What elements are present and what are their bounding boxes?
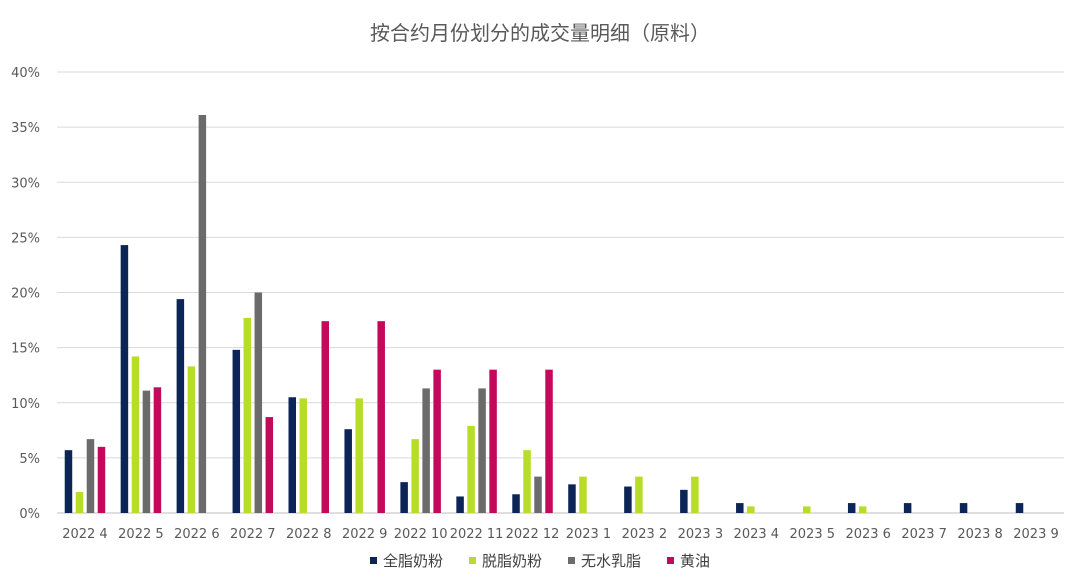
- bar: [411, 439, 419, 513]
- x-tick-label: 2023 9: [1013, 527, 1059, 542]
- bar: [86, 439, 95, 513]
- legend-label: 全脂奶粉: [383, 552, 443, 570]
- legend: 全脂奶粉 脱脂奶粉 无水乳脂 黄油: [370, 552, 710, 570]
- bar: [803, 506, 811, 513]
- bar: [75, 492, 84, 513]
- bar: [198, 114, 207, 513]
- x-tick-label: 2022 11: [450, 527, 504, 542]
- x-tick-label: 2022 4: [62, 527, 108, 542]
- bar: [736, 503, 744, 513]
- bar: [635, 476, 643, 513]
- legend-label: 黄油: [680, 552, 710, 570]
- bar: [467, 425, 475, 513]
- bar: [400, 482, 408, 513]
- y-tick-label: 25%: [11, 231, 40, 246]
- bar: [153, 387, 162, 513]
- legend-label: 脱脂奶粉: [482, 552, 542, 570]
- x-tick-label: 2023 7: [901, 527, 947, 542]
- x-tick-label: 2022 8: [286, 527, 332, 542]
- bar: [120, 245, 129, 513]
- bar: [176, 299, 185, 513]
- bar: [579, 476, 587, 513]
- x-axis-ticks: 2022 4 2022 5 2022 6 2022 7 2022 8 2022 9 2022…: [62, 527, 1059, 542]
- y-tick-label: 5%: [19, 452, 40, 467]
- y-tick-label: 10%: [11, 397, 40, 412]
- x-tick-label: 2023 5: [790, 527, 836, 542]
- bar: [355, 398, 363, 513]
- bar: [97, 446, 106, 513]
- y-tick-label: 15%: [11, 342, 40, 357]
- x-tick-label: 2023 2: [622, 527, 668, 542]
- bar: [1015, 503, 1024, 513]
- bar: [288, 397, 296, 513]
- bar: [187, 366, 196, 513]
- y-tick-label: 0%: [19, 507, 40, 522]
- y-tick-label: 30%: [11, 176, 40, 191]
- bar: [534, 476, 542, 513]
- x-tick-label: 2022 12: [506, 527, 560, 542]
- bar: [489, 369, 497, 513]
- y-tick-label: 40%: [11, 66, 40, 81]
- legend-label: 无水乳脂: [581, 552, 641, 570]
- x-tick-label: 2022 7: [230, 527, 276, 542]
- bar: [131, 356, 140, 513]
- bar: [422, 388, 430, 513]
- x-tick-label: 2023 4: [734, 527, 780, 542]
- bar: [624, 486, 632, 513]
- bars: [64, 114, 1024, 513]
- bar: [64, 450, 73, 513]
- bar: [243, 317, 252, 513]
- x-tick-label: 2022 10: [394, 527, 448, 542]
- bar: [433, 369, 441, 513]
- x-tick-label: 2023 6: [845, 527, 891, 542]
- bar: [545, 369, 553, 513]
- legend-swatch: [667, 557, 674, 564]
- legend-swatch: [370, 557, 377, 564]
- x-tick-label: 2023 1: [566, 527, 612, 542]
- x-tick-label: 2022 6: [174, 527, 220, 542]
- bar: [959, 503, 968, 513]
- chart-title: 按合约月份划分的成交量明细（原料）: [370, 21, 710, 45]
- bar: [254, 292, 263, 513]
- bar: [321, 321, 329, 513]
- bar: [142, 390, 151, 513]
- x-tick-label: 2022 5: [118, 527, 164, 542]
- x-tick-label: 2023 3: [678, 527, 724, 542]
- bar: [456, 496, 464, 513]
- bar: [847, 503, 856, 513]
- gridlines: [57, 71, 1064, 514]
- bar: [265, 417, 274, 513]
- y-tick-label: 35%: [11, 121, 40, 136]
- bar: [568, 484, 576, 513]
- legend-swatch: [568, 557, 575, 564]
- bar: [299, 398, 307, 513]
- x-tick-label: 2023 8: [957, 527, 1003, 542]
- bar: [747, 506, 755, 513]
- bar: [903, 503, 912, 513]
- bar: [691, 476, 699, 513]
- legend-swatch: [469, 557, 476, 564]
- x-tick-label: 2022 9: [342, 527, 388, 542]
- bar: [377, 321, 385, 513]
- bar: [523, 450, 531, 513]
- y-tick-label: 20%: [11, 287, 40, 302]
- bar: [344, 429, 352, 513]
- bar: [680, 489, 688, 513]
- bar: [512, 494, 520, 513]
- bar: [478, 388, 486, 513]
- bar: [232, 349, 241, 513]
- bar: [858, 506, 867, 513]
- y-axis-ticks: 0% 5% 10% 15% 20% 25% 30% 35% 40%: [11, 66, 40, 522]
